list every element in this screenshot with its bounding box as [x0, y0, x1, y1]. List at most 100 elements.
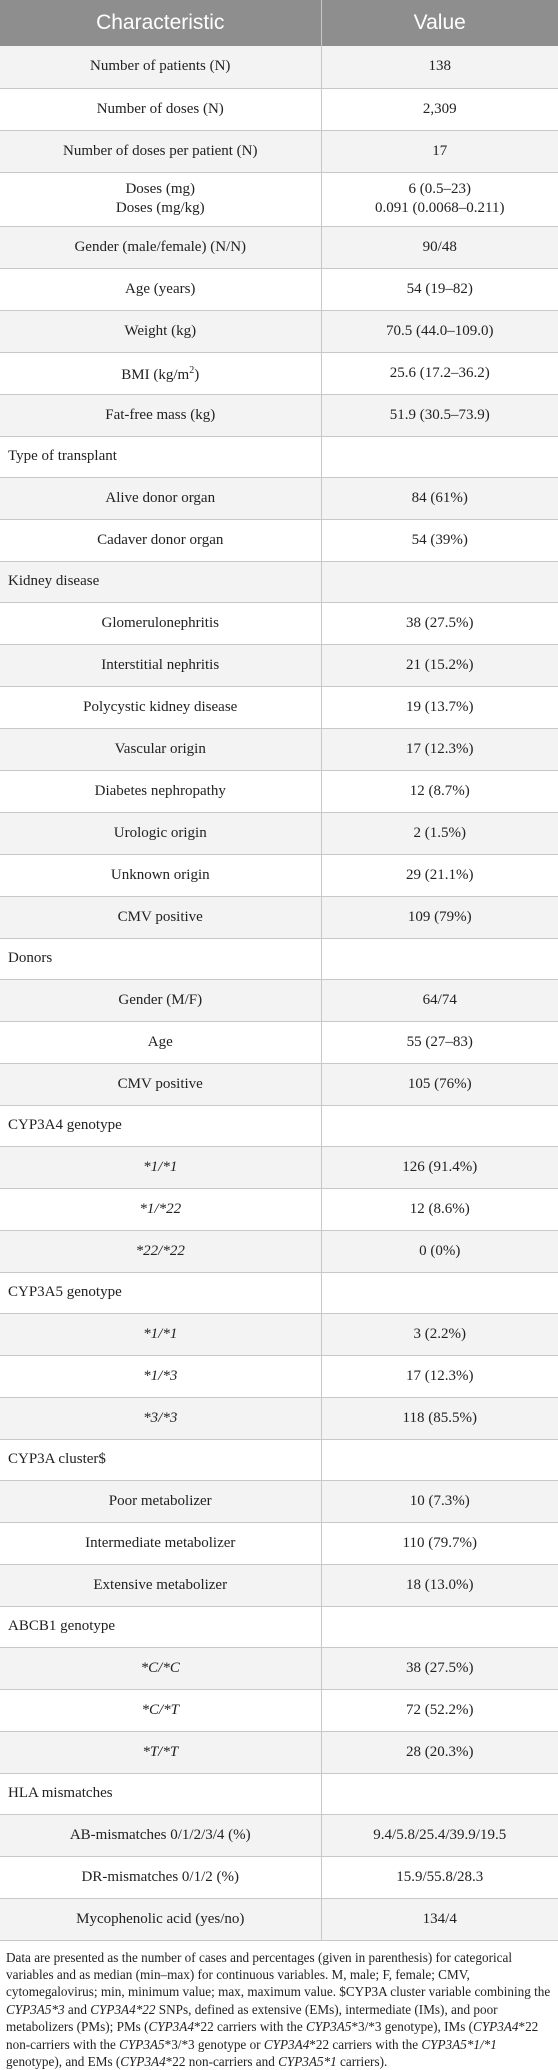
section-label: HLA mismatches: [0, 1773, 321, 1814]
value-text: 51.9 (30.5–73.9): [390, 407, 490, 423]
table-row: Extensive metabolizer 18 (13.0%): [0, 1564, 558, 1606]
value-cell: 17 (12.3%): [321, 728, 558, 770]
characteristic-cell: Extensive metabolizer: [0, 1564, 321, 1606]
value-text: 38 (27.5%): [406, 1660, 474, 1676]
table-row: AB-mismatches 0/1/2/3/4 (%) 9.4/5.8/25.4/…: [0, 1814, 558, 1856]
characteristic-text: CYP3A5 genotype: [8, 1284, 122, 1300]
characteristic-cell: Interstitial nephritis: [0, 644, 321, 686]
table-row: Interstitial nephritis 21 (15.2%): [0, 644, 558, 686]
value-cell: 38 (27.5%): [321, 1647, 558, 1689]
value-text: 0 (0%): [419, 1243, 460, 1259]
characteristic-text: AB-mismatches 0/1/2/3/4 (%): [70, 1827, 251, 1843]
characteristic-cell: Unknown origin: [0, 854, 321, 896]
value-text: 6 (0.5–23): [409, 181, 472, 197]
value-cell: 12 (8.7%): [321, 770, 558, 812]
value-text: 109 (79%): [408, 909, 472, 925]
characteristic-text: Age: [148, 1034, 173, 1050]
table-row: Polycystic kidney disease 19 (13.7%): [0, 686, 558, 728]
characteristic-cell: Urologic origin: [0, 812, 321, 854]
value-cell: 29 (21.1%): [321, 854, 558, 896]
characteristic-text: *1/*1: [143, 1159, 177, 1175]
characteristic-text: BMI (kg/m: [121, 367, 189, 383]
value-text: 38 (27.5%): [406, 615, 474, 631]
value-text: 19 (13.7%): [406, 699, 474, 715]
value-cell: [321, 1105, 558, 1146]
value-text: 84 (61%): [412, 490, 468, 506]
table-row: DR-mismatches 0/1/2 (%)15.9/55.8/28.3: [0, 1856, 558, 1898]
value-text: 12 (8.6%): [410, 1201, 470, 1217]
value-cell: 28 (20.3%): [321, 1731, 558, 1773]
table-row: Poor metabolizer 10 (7.3%): [0, 1480, 558, 1522]
characteristic-text: Doses (mg): [125, 181, 195, 197]
value-cell: 105 (76%): [321, 1063, 558, 1105]
section-row: Donors: [0, 938, 558, 979]
section-row: CYP3A4 genotype: [0, 1105, 558, 1146]
value-cell: 90/48: [321, 226, 558, 268]
characteristic-cell: Mycophenolic acid (yes/no): [0, 1898, 321, 1940]
table-row: Number of doses (N)2,309: [0, 88, 558, 130]
characteristic-cell: BMI (kg/m2): [0, 352, 321, 394]
table-row: Unknown origin 29 (21.1%): [0, 854, 558, 896]
value-cell: 18 (13.0%): [321, 1564, 558, 1606]
characteristic-cell: *1/*22: [0, 1188, 321, 1230]
characteristic-text: Kidney disease: [8, 573, 99, 589]
section-row: CYP3A cluster$: [0, 1439, 558, 1480]
characteristic-cell: Cadaver donor organ: [0, 519, 321, 561]
characteristic-text: Number of patients (N): [90, 58, 230, 74]
value-cell: 6 (0.5–23)0.091 (0.0068–0.211): [321, 172, 558, 226]
table-row: Doses (mg) Doses (mg/kg) 6 (0.5–23)0.091 (…: [0, 172, 558, 226]
value-text: 64/74: [423, 992, 457, 1008]
characteristic-text: CYP3A cluster$: [8, 1451, 106, 1467]
value-text: 72 (52.2%): [406, 1702, 474, 1718]
value-text: 54 (39%): [412, 532, 468, 548]
characteristic-text: Polycystic kidney disease: [83, 699, 237, 715]
header-row: Characteristic Value: [0, 0, 558, 46]
value-cell: 134/4: [321, 1898, 558, 1940]
table-row: Number of doses per patient (N)17: [0, 130, 558, 172]
characteristic-text: Cadaver donor organ: [97, 532, 223, 548]
section-row: ABCB1 genotype: [0, 1606, 558, 1647]
characteristic-text: Number of doses (N): [97, 101, 224, 117]
characteristic-text: Fat-free mass (kg): [105, 407, 215, 423]
characteristic-text: Unknown origin: [111, 867, 210, 883]
value-text: 18 (13.0%): [406, 1577, 474, 1593]
characteristic-text: Intermediate metabolizer: [85, 1535, 235, 1551]
value-text: 9.4/5.8/25.4/39.9/19.5: [373, 1827, 506, 1843]
characteristic-text: Gender (M/F): [118, 992, 202, 1008]
value-cell: [321, 436, 558, 477]
characteristic-cell: Number of patients (N): [0, 46, 321, 88]
characteristic-cell: Age: [0, 1021, 321, 1063]
section-label: CYP3A4 genotype: [0, 1105, 321, 1146]
characteristic-cell: DR-mismatches 0/1/2 (%): [0, 1856, 321, 1898]
characteristic-text: Age (years): [125, 281, 195, 297]
characteristic-text: ABCB1 genotype: [8, 1618, 115, 1634]
characteristic-cell: *22/*22: [0, 1230, 321, 1272]
characteristic-cell: Diabetes nephropathy: [0, 770, 321, 812]
characteristic-text: Urologic origin: [114, 825, 207, 841]
table-footnote: Data are presented as the number of case…: [0, 1941, 558, 2070]
value-text: 10 (7.3%): [410, 1493, 470, 1509]
characteristic-text: Gender (male/female) (N/N): [74, 239, 246, 255]
value-text: 21 (15.2%): [406, 657, 474, 673]
characteristic-text: Interstitial nephritis: [101, 657, 219, 673]
characteristic-text-line2: Doses (mg/kg): [116, 200, 205, 216]
value-cell: 25.6 (17.2–36.2): [321, 352, 558, 394]
value-text: 55 (27–83): [407, 1034, 473, 1050]
value-cell: 38 (27.5%): [321, 602, 558, 644]
value-cell: 9.4/5.8/25.4/39.9/19.5: [321, 1814, 558, 1856]
characteristic-text: Poor metabolizer: [109, 1493, 212, 1509]
characteristic-text: Weight (kg): [124, 323, 196, 339]
value-cell: 118 (85.5%): [321, 1397, 558, 1439]
characteristic-text: CMV positive: [118, 1076, 203, 1092]
